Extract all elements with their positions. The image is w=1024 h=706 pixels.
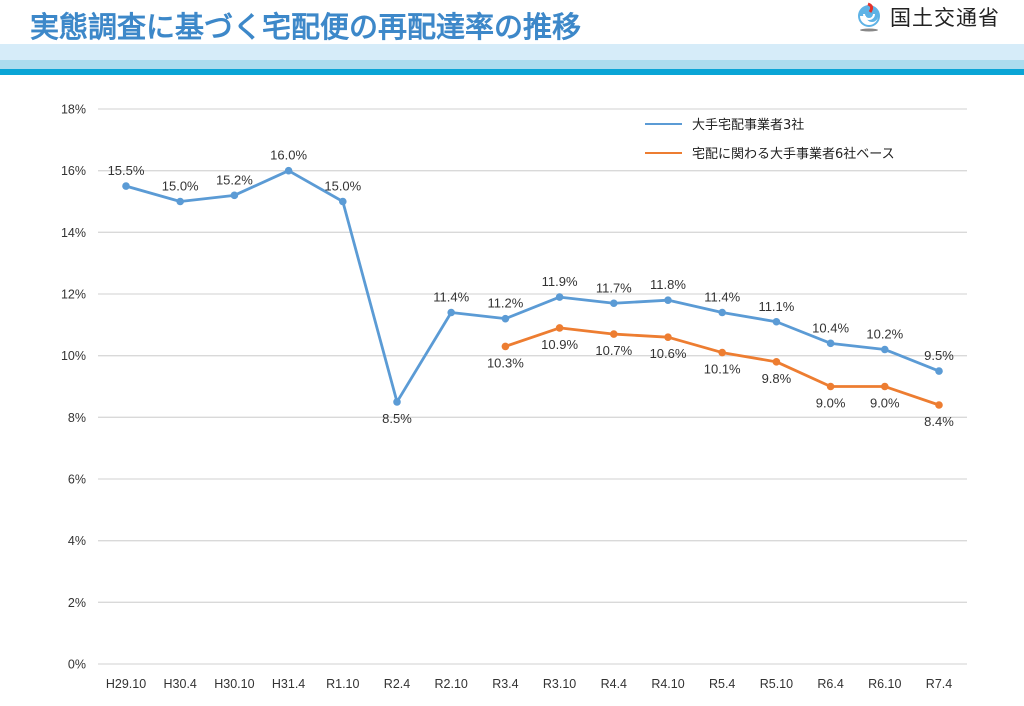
- data-label: 16.0%: [270, 148, 307, 163]
- data-label: 15.5%: [108, 163, 145, 178]
- data-label: 15.2%: [216, 172, 253, 187]
- x-tick-label: R7.4: [926, 677, 952, 691]
- data-label: 9.0%: [870, 396, 900, 411]
- data-point: [122, 182, 130, 190]
- x-tick-label: R3.4: [492, 677, 518, 691]
- x-tick-label: R4.10: [651, 677, 684, 691]
- data-label: 15.0%: [324, 179, 361, 194]
- data-point: [664, 333, 672, 341]
- data-point: [881, 345, 889, 354]
- header-band-dark: [0, 69, 1024, 75]
- x-tick-label: H31.4: [272, 677, 305, 691]
- data-label: 9.5%: [924, 348, 954, 363]
- y-tick-label: 2%: [68, 596, 86, 610]
- x-tick-label: R4.4: [601, 677, 627, 691]
- y-axis-ticks: 0% 2% 4% 6% 8% 10% 12% 14% 16% 18%: [61, 103, 86, 672]
- x-tick-label: R5.4: [709, 677, 735, 691]
- data-point: [935, 367, 943, 375]
- x-tick-label: R6.4: [817, 677, 843, 691]
- data-point: [881, 382, 889, 391]
- data-label: 11.9%: [542, 274, 578, 289]
- data-point: [772, 358, 781, 366]
- data-point: [176, 197, 184, 206]
- data-point: [447, 308, 456, 317]
- data-label: 9.0%: [816, 396, 846, 411]
- data-point: [230, 191, 239, 200]
- data-point: [555, 293, 564, 301]
- header-band-light: [0, 44, 1024, 60]
- data-point: [501, 342, 510, 351]
- y-tick-label: 6%: [68, 473, 86, 487]
- legend: 大手宅配事業者3社 宅配に関わる大手事業者6社ベース: [645, 117, 895, 162]
- data-point: [718, 348, 726, 357]
- data-label: 9.8%: [762, 371, 792, 386]
- data-label: 8.5%: [382, 411, 412, 426]
- series-line: [125, 169, 940, 404]
- x-axis-ticks: H29.10 H30.4 H30.10 H31.4 R1.10 R2.4 R2.10 R3.4…: [106, 677, 952, 691]
- data-label: 10.4%: [812, 320, 849, 335]
- data-point: [826, 382, 835, 391]
- data-label: 10.6%: [650, 346, 687, 361]
- data-point: [610, 299, 618, 308]
- y-tick-label: 10%: [61, 349, 86, 363]
- gridlines: [98, 108, 967, 665]
- data-label: 11.4%: [433, 290, 469, 305]
- x-tick-label: R2.4: [384, 677, 410, 691]
- data-point: [664, 296, 672, 304]
- series-group: 15.5% 15.0% 15.2% 16.0% 15.0% 8.5% 11.4% 11.2% 1…: [108, 148, 955, 429]
- data-point: [393, 398, 401, 406]
- data-label: 11.7%: [596, 280, 632, 295]
- data-point: [718, 308, 726, 317]
- x-tick-label: R5.10: [760, 677, 793, 691]
- x-tick-label: H30.4: [164, 677, 197, 691]
- data-point: [339, 197, 347, 206]
- data-point: [935, 401, 943, 409]
- data-label: 10.3%: [487, 355, 524, 370]
- data-point: [501, 314, 510, 323]
- page-title: 実態調査に基づく宅配便の再配達率の推移: [30, 10, 582, 44]
- ministry-logo: 国土交通省: [856, 2, 1000, 32]
- data-label: 10.2%: [866, 327, 903, 342]
- data-label: 15.0%: [162, 179, 199, 194]
- data-label: 11.2%: [487, 296, 523, 311]
- mlit-logo-icon: [858, 2, 880, 32]
- data-label: 11.1%: [758, 299, 794, 314]
- data-point: [610, 330, 618, 338]
- data-point: [555, 324, 564, 332]
- y-tick-label: 0%: [68, 658, 86, 672]
- data-point: [772, 317, 781, 326]
- y-tick-label: 14%: [61, 226, 86, 240]
- x-tick-label: H29.10: [106, 677, 146, 691]
- x-tick-label: R3.10: [543, 677, 576, 691]
- y-tick-label: 8%: [68, 411, 86, 425]
- x-tick-label: R6.10: [868, 677, 901, 691]
- series-orange: 10.3% 10.9% 10.7% 10.6% 10.1% 9.8% 9.0% 9.0% 8.4…: [487, 324, 954, 429]
- data-point: [284, 166, 293, 175]
- data-label: 8.4%: [924, 414, 954, 429]
- header-band-mid: [0, 60, 1024, 69]
- logo-text: 国土交通省: [890, 6, 1000, 30]
- series-blue: 15.5% 15.0% 15.2% 16.0% 15.0% 8.5% 11.4% 11.2% 1…: [108, 148, 955, 426]
- legend-label-blue: 大手宅配事業者3社: [692, 117, 804, 133]
- legend-label-orange: 宅配に関わる大手事業者6社ベース: [692, 146, 895, 162]
- data-point: [826, 339, 835, 348]
- data-label: 10.9%: [541, 337, 578, 352]
- x-tick-label: H30.10: [214, 677, 254, 691]
- data-label: 11.8%: [650, 277, 686, 292]
- y-tick-label: 18%: [61, 103, 86, 117]
- x-tick-label: R2.10: [435, 677, 468, 691]
- data-label: 10.1%: [704, 362, 741, 377]
- data-label: 11.4%: [704, 290, 740, 305]
- y-tick-label: 4%: [68, 534, 86, 548]
- y-tick-label: 12%: [61, 288, 86, 302]
- slide-header: 実態調査に基づく宅配便の再配達率の推移 国土交通省: [0, 0, 1024, 76]
- x-tick-label: R1.10: [326, 677, 359, 691]
- y-tick-label: 16%: [61, 164, 86, 178]
- data-label: 10.7%: [595, 343, 632, 358]
